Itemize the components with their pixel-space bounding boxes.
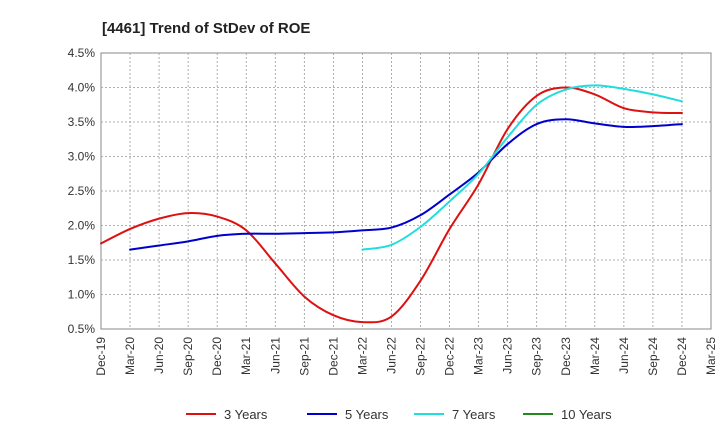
x-tick-label: Sep-24: [646, 337, 660, 376]
x-tick-label: Jun-21: [268, 337, 282, 374]
series-line-2: [129, 118, 683, 251]
x-tick-label: Jun-20: [152, 337, 166, 374]
legend: 3 Years 5 Years 7 Years 10 Years: [186, 407, 612, 422]
x-tick-label: Sep-22: [414, 337, 428, 376]
series-line-3: [361, 84, 683, 251]
x-tick-label: Mar-24: [588, 337, 602, 375]
x-tick-label: Mar-22: [355, 337, 369, 375]
chart-title: [4461] Trend of StDev of ROE: [102, 20, 310, 37]
legend-label-2: 5 Years: [345, 407, 389, 422]
x-tick-label: Mar-21: [239, 337, 253, 375]
x-tick-label: Mar-25: [704, 337, 718, 375]
x-tick-label: Dec-21: [326, 337, 340, 376]
y-tick-label: 1.5%: [68, 253, 96, 267]
x-tick-label: Mar-20: [123, 337, 137, 375]
x-tick-label: Dec-19: [94, 337, 108, 376]
x-tick-label: Jun-22: [384, 337, 398, 374]
series-lines: [100, 84, 683, 324]
y-tick-label: 3.5%: [68, 115, 96, 129]
y-tick-label: 1.0%: [68, 288, 96, 302]
y-tick-label: 3.0%: [68, 150, 96, 164]
y-tick-label: 0.5%: [68, 322, 96, 336]
x-tick-label: Jun-23: [501, 337, 515, 374]
x-axis-ticks: Dec-19 Mar-20 Jun-20 Sep-20 Dec-20 Mar-21 Jun-…: [94, 337, 718, 376]
y-tick-label: 2.5%: [68, 184, 96, 198]
x-tick-label: Jun-24: [617, 337, 631, 374]
x-tick-label: Dec-24: [675, 337, 689, 376]
x-tick-label: Mar-23: [472, 337, 486, 375]
y-axis-ticks: 0.5% 1.0% 1.5% 2.0% 2.5% 3.0% 3.5% 4.0% 4.5%: [68, 46, 96, 336]
x-tick-label: Dec-23: [559, 337, 573, 376]
legend-label-4: 10 Years: [561, 407, 612, 422]
x-tick-label: Dec-20: [210, 337, 224, 376]
y-tick-label: 4.0%: [68, 81, 96, 95]
y-tick-label: 2.0%: [68, 219, 96, 233]
x-tick-label: Sep-23: [530, 337, 544, 376]
y-tick-label: 4.5%: [68, 46, 96, 60]
x-tick-label: Sep-20: [181, 337, 195, 376]
x-tick-label: Sep-21: [297, 337, 311, 376]
grid: [101, 53, 711, 329]
legend-label-3: 7 Years: [452, 407, 496, 422]
series-line-1: [100, 86, 683, 324]
legend-label-1: 3 Years: [224, 407, 268, 422]
x-tick-label: Dec-22: [443, 337, 457, 376]
